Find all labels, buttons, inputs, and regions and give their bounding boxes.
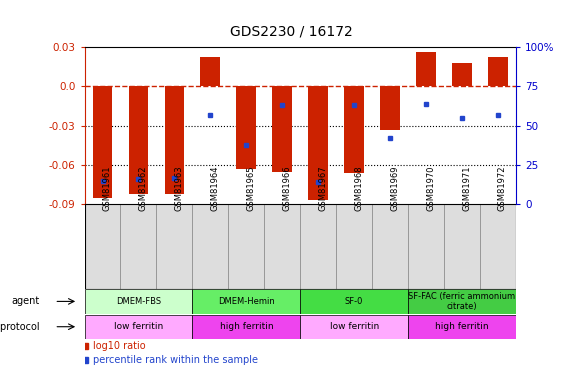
Bar (488, 57, 508, 86)
Text: DMEM-FBS: DMEM-FBS (116, 297, 161, 306)
Text: GSM81968: GSM81968 (354, 165, 363, 211)
Bar (408, 315, 516, 339)
Bar (300, 289, 408, 314)
Bar (85, 289, 192, 314)
Bar (408, 289, 516, 314)
Text: GSM81967: GSM81967 (318, 165, 327, 211)
Bar (336, 204, 372, 289)
Text: growth protocol: growth protocol (0, 322, 39, 332)
Bar (372, 204, 408, 289)
Bar (156, 204, 192, 289)
Text: SF-FAC (ferric ammonium
citrate): SF-FAC (ferric ammonium citrate) (409, 292, 515, 311)
Text: DMEM-Hemin: DMEM-Hemin (218, 297, 275, 306)
Bar (192, 204, 229, 289)
Text: GSM81969: GSM81969 (390, 166, 399, 211)
Bar (264, 204, 300, 289)
Bar (192, 289, 300, 314)
Bar (300, 315, 408, 339)
Bar (452, 63, 472, 86)
Bar (201, 57, 220, 86)
Text: GSM81961: GSM81961 (103, 166, 111, 211)
Bar (380, 86, 400, 130)
Text: GSM81972: GSM81972 (498, 166, 507, 211)
Bar (121, 204, 156, 289)
Text: agent: agent (11, 296, 39, 306)
Bar (129, 86, 148, 194)
Text: percentile rank within the sample: percentile rank within the sample (93, 356, 258, 366)
Text: GSM81962: GSM81962 (138, 166, 147, 211)
Text: high ferritin: high ferritin (220, 322, 273, 331)
Text: GDS2230 / 16172: GDS2230 / 16172 (230, 24, 353, 38)
Bar (272, 86, 292, 172)
Text: low ferritin: low ferritin (114, 322, 163, 331)
Text: GSM81965: GSM81965 (246, 166, 255, 211)
Bar (300, 204, 336, 289)
Text: GSM81970: GSM81970 (426, 166, 435, 211)
Bar (416, 52, 436, 86)
Bar (164, 86, 184, 194)
Bar (85, 204, 121, 289)
Text: GSM81963: GSM81963 (174, 165, 184, 211)
Text: GSM81971: GSM81971 (462, 166, 471, 211)
Bar (237, 86, 256, 169)
Bar (85, 315, 192, 339)
Bar (229, 204, 264, 289)
Bar (480, 204, 516, 289)
Text: GSM81964: GSM81964 (210, 166, 219, 211)
Text: log10 ratio: log10 ratio (93, 341, 146, 351)
Text: SF-0: SF-0 (345, 297, 363, 306)
Bar (192, 315, 300, 339)
Bar (444, 204, 480, 289)
Text: GSM81966: GSM81966 (282, 165, 292, 211)
Bar (308, 86, 328, 200)
Text: high ferritin: high ferritin (436, 322, 489, 331)
Text: low ferritin: low ferritin (329, 322, 379, 331)
Bar (408, 204, 444, 289)
Bar (93, 86, 113, 198)
Bar (345, 86, 364, 173)
